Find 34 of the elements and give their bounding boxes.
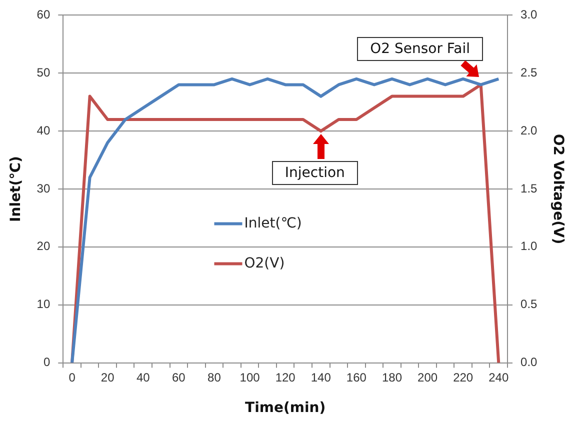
y-tick-label: 20	[36, 239, 50, 254]
y-tick-label: 60	[36, 8, 50, 22]
y-tick-label: 40	[36, 123, 50, 138]
y2-tick-label: 2.0	[520, 123, 538, 138]
x-tick-label: 200	[418, 370, 438, 384]
x-tick-label: 140	[310, 370, 332, 384]
x-tick-label: 60	[172, 370, 186, 384]
x-tick-label: 80	[208, 370, 222, 384]
y-tick-label: 50	[36, 65, 50, 80]
annotation: O2 Sensor Fail	[357, 36, 484, 61]
x-tick-label: 240	[488, 370, 509, 384]
y-tick-label: 10	[36, 297, 50, 312]
y2-tick-label: 3.0	[520, 8, 538, 22]
y2-tick-label: 0.5	[520, 297, 538, 312]
y2-axis-title: O2 Voltage(V)	[550, 134, 566, 244]
legend-label: Inlet(℃)	[244, 215, 302, 232]
y2-tick-label: 2.5	[520, 65, 538, 80]
x-tick-label: 20	[100, 370, 115, 384]
x-tick-label: 220	[453, 370, 474, 384]
y2-tick-label: 1.0	[520, 239, 538, 254]
x-tick-label: 180	[382, 370, 402, 384]
x-tick-label: 100	[240, 370, 260, 384]
legend-label: O2(V)	[244, 255, 285, 272]
y2-tick-label: 1.5	[520, 181, 538, 196]
x-tick-label: 40	[136, 370, 150, 384]
x-tick-label: 120	[275, 370, 296, 384]
y-tick-label: 30	[36, 181, 50, 196]
y-tick-label: 0	[43, 355, 50, 370]
y-axis-title: Inlet(℃)	[8, 156, 24, 222]
x-tick-label: 160	[346, 370, 367, 384]
y2-tick-label: 0.0	[520, 355, 538, 370]
annotation: Injection	[272, 161, 358, 186]
x-axis-title: Time(min)	[245, 400, 326, 416]
x-tick-label: 0	[68, 370, 76, 384]
